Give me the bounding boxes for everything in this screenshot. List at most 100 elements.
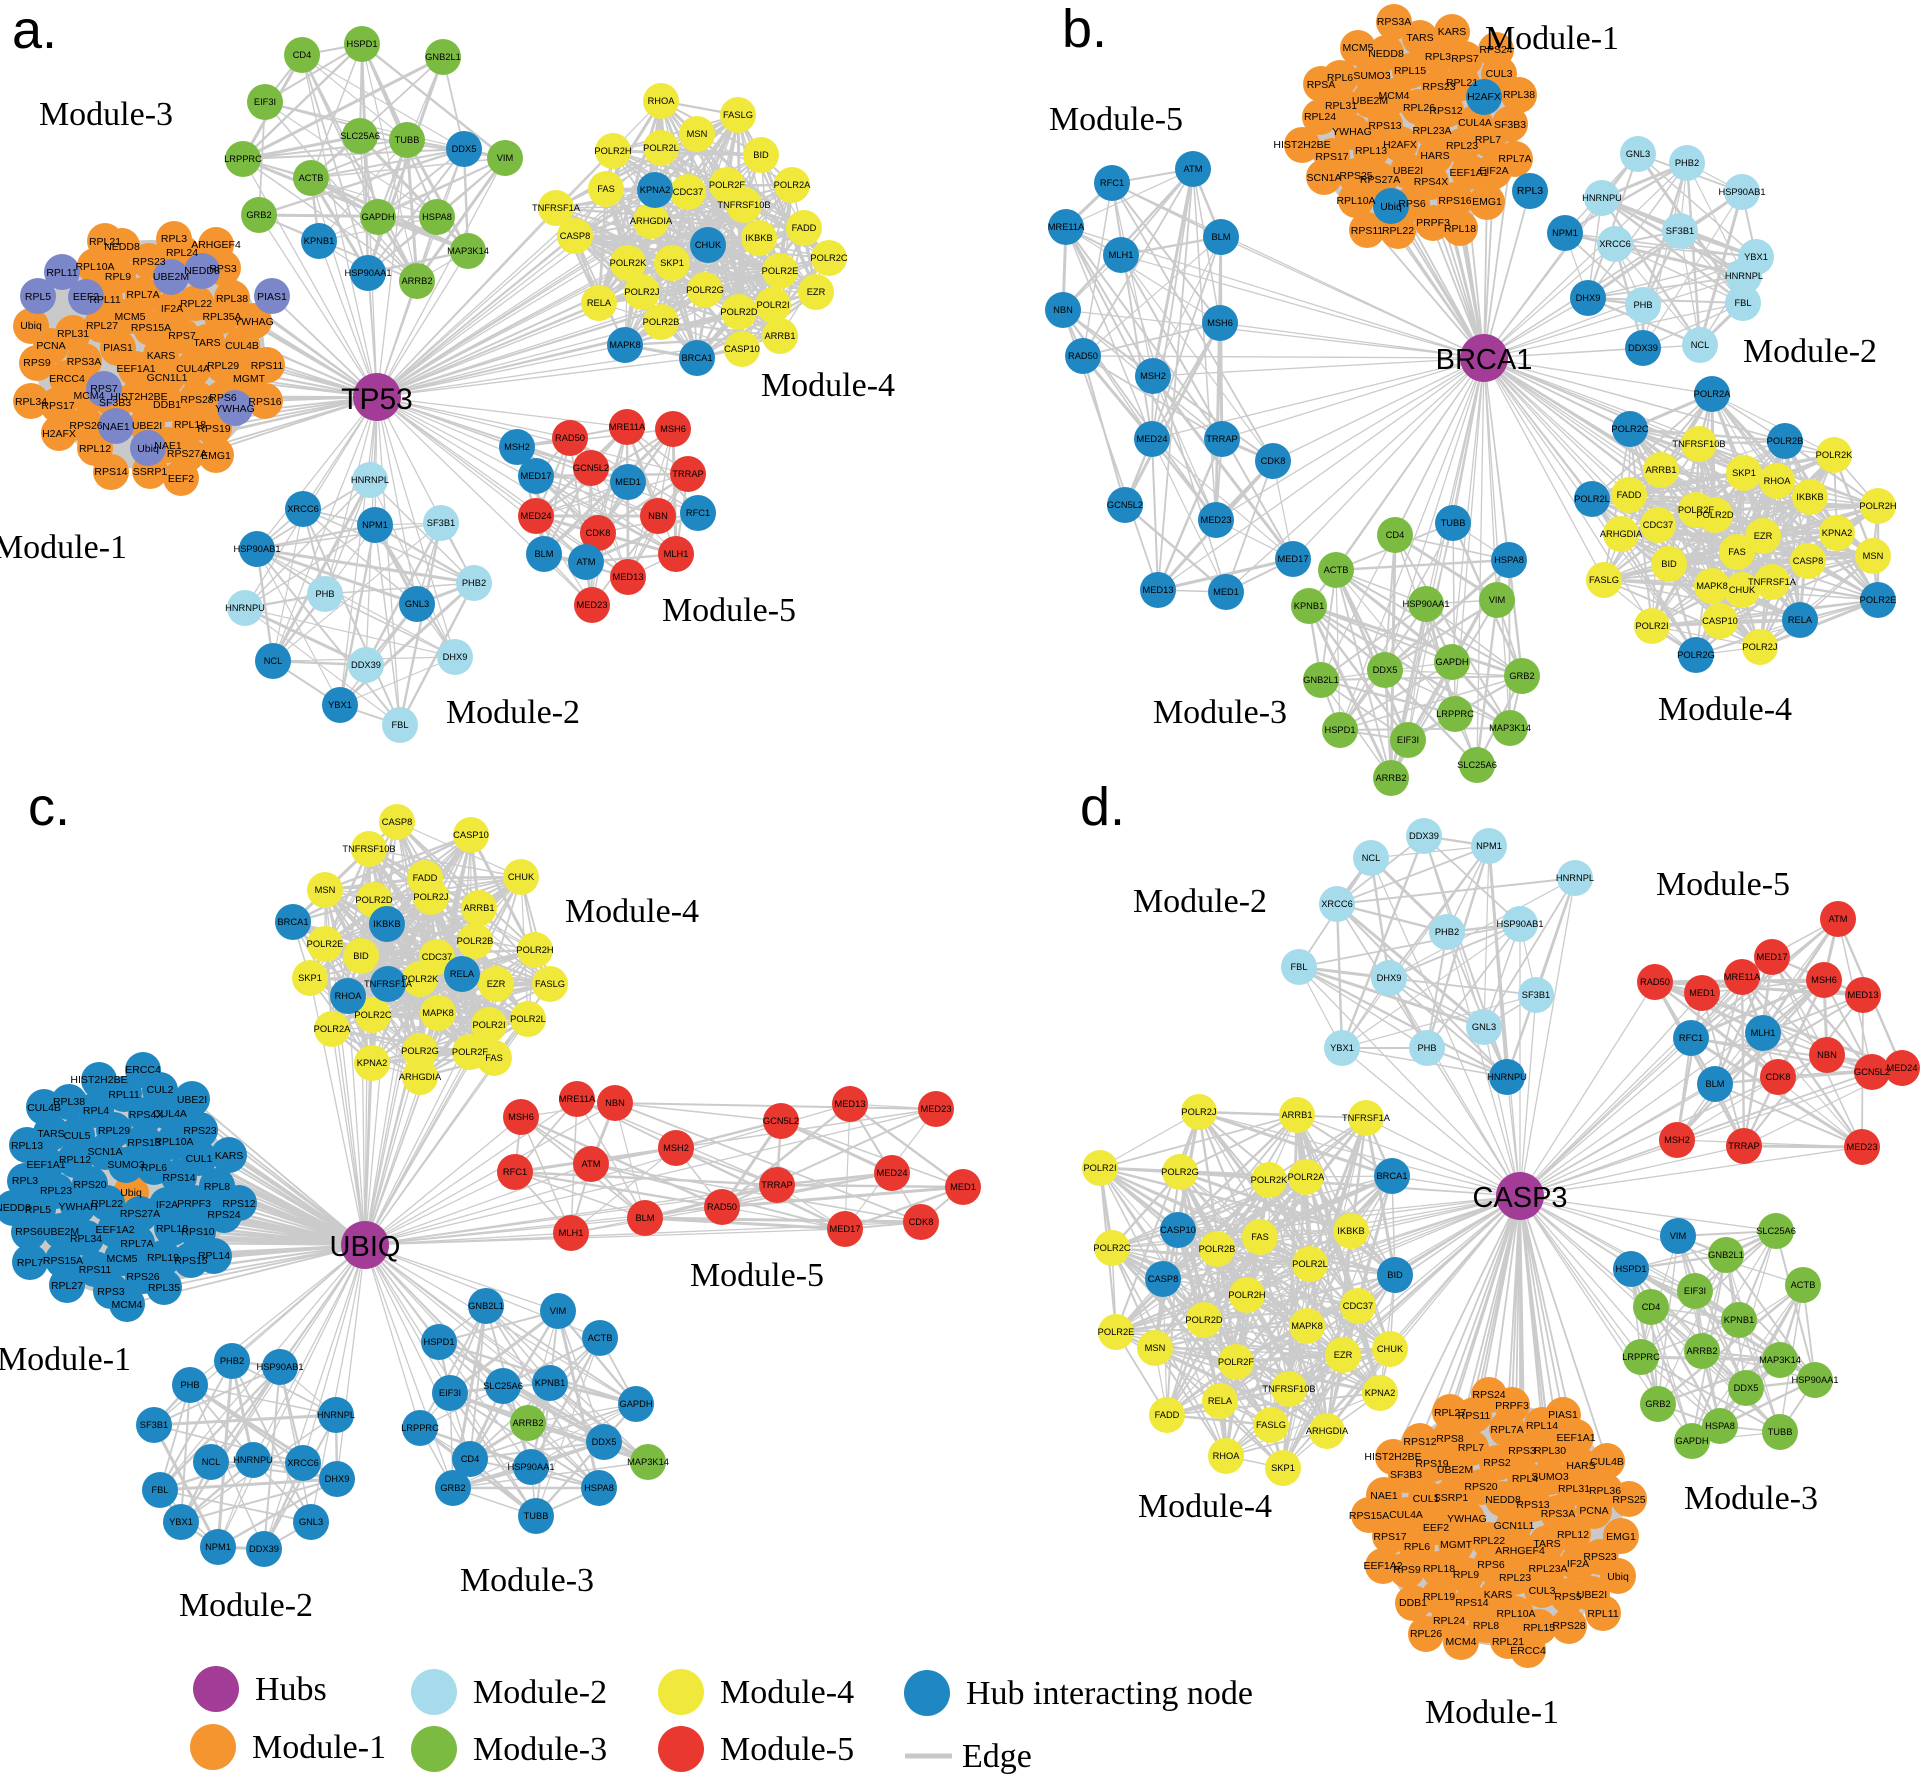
svg-text:RPSA: RPSA (1307, 79, 1336, 91)
svg-text:Edge: Edge (962, 1738, 1032, 1775)
svg-text:GNB2L1: GNB2L1 (1708, 1250, 1744, 1260)
svg-text:RPS3A: RPS3A (1541, 1508, 1575, 1520)
svg-text:POLR2K: POLR2K (1816, 450, 1853, 460)
svg-text:Module-1: Module-1 (0, 529, 127, 566)
svg-text:RPS24: RPS24 (1472, 1389, 1505, 1401)
svg-text:RPL31: RPL31 (57, 328, 89, 340)
svg-text:CASP10: CASP10 (1160, 1225, 1196, 1235)
svg-text:EZR: EZR (487, 979, 506, 989)
svg-text:DHX9: DHX9 (1377, 973, 1402, 983)
svg-text:POLR2C: POLR2C (1611, 424, 1648, 434)
svg-text:HNRNPU: HNRNPU (233, 1455, 273, 1465)
svg-text:CUL4A: CUL4A (1458, 117, 1492, 129)
svg-text:ARRB2: ARRB2 (401, 276, 432, 286)
svg-text:RAD50: RAD50 (1640, 977, 1670, 987)
svg-text:RPS7: RPS7 (90, 383, 118, 395)
svg-text:SF3B1: SF3B1 (427, 518, 455, 528)
svg-text:NCL: NCL (1362, 853, 1381, 863)
svg-text:CUL1: CUL1 (1413, 1493, 1440, 1505)
svg-text:PHB: PHB (1417, 1043, 1436, 1053)
svg-text:MSH2: MSH2 (663, 1143, 689, 1153)
svg-text:CDK8: CDK8 (1766, 1072, 1791, 1082)
svg-text:RPS13: RPS13 (1516, 1499, 1549, 1511)
svg-text:ACTB: ACTB (588, 1333, 613, 1343)
svg-text:CUL3: CUL3 (1486, 68, 1513, 80)
svg-text:Hubs: Hubs (255, 1671, 327, 1708)
svg-text:SLC25A6: SLC25A6 (1756, 1226, 1796, 1236)
svg-text:SF3B1: SF3B1 (1666, 226, 1694, 236)
svg-text:HNRNPL: HNRNPL (351, 475, 389, 485)
svg-text:RHOA: RHOA (1764, 476, 1792, 486)
svg-text:RPL5: RPL5 (25, 291, 51, 303)
svg-text:Ubiq: Ubiq (1607, 1571, 1629, 1583)
svg-text:ARRB1: ARRB1 (764, 331, 795, 341)
svg-text:EEF2: EEF2 (1423, 1522, 1449, 1534)
svg-text:YWHAG: YWHAG (234, 316, 274, 328)
svg-text:RPS13: RPS13 (1368, 120, 1401, 132)
svg-text:SSRP1: SSRP1 (1434, 1492, 1469, 1504)
svg-text:CUL4B: CUL4B (225, 340, 259, 352)
svg-text:Ubiq: Ubiq (120, 1187, 142, 1199)
svg-text:YWHAG: YWHAG (1332, 126, 1372, 138)
svg-text:KARS: KARS (147, 350, 176, 362)
svg-text:MED17: MED17 (520, 471, 551, 481)
svg-text:BID: BID (1661, 559, 1677, 569)
svg-text:TNFRSF1A: TNFRSF1A (1342, 1113, 1391, 1123)
svg-text:NAE1: NAE1 (1370, 1490, 1398, 1502)
svg-text:MRE11A: MRE11A (609, 422, 646, 432)
svg-text:RHOA: RHOA (648, 96, 676, 106)
svg-text:ARRB2: ARRB2 (512, 1418, 543, 1428)
svg-text:Ubiq: Ubiq (1380, 201, 1402, 213)
svg-text:NBN: NBN (1053, 305, 1073, 315)
svg-text:RPS15A: RPS15A (131, 322, 171, 334)
svg-text:GCN1L1: GCN1L1 (147, 372, 188, 384)
svg-text:CASP10: CASP10 (453, 830, 489, 840)
svg-text:PRPF3: PRPF3 (1416, 217, 1450, 229)
svg-text:TNFRSF10B: TNFRSF10B (717, 200, 770, 210)
svg-text:PHB: PHB (315, 589, 334, 599)
svg-text:SSRP1: SSRP1 (133, 466, 168, 478)
svg-text:TARS: TARS (1406, 32, 1433, 44)
svg-text:EEF1A2: EEF1A2 (1363, 1560, 1402, 1572)
svg-text:IKBKB: IKBKB (1337, 1226, 1364, 1236)
svg-text:Module-3: Module-3 (1684, 1480, 1818, 1517)
svg-text:MCM4: MCM4 (74, 390, 105, 402)
svg-text:RPL29: RPL29 (207, 360, 239, 372)
svg-text:DDB1: DDB1 (1399, 1597, 1427, 1609)
svg-text:CUL4B: CUL4B (27, 1102, 61, 1114)
svg-text:LRPPRC: LRPPRC (401, 1423, 439, 1433)
svg-text:PCNA: PCNA (36, 340, 65, 352)
svg-text:UBE2M: UBE2M (153, 271, 189, 283)
svg-text:POLR2F: POLR2F (452, 1047, 488, 1057)
svg-text:POLR2L: POLR2L (643, 143, 679, 153)
svg-text:RPS19: RPS19 (197, 423, 230, 435)
svg-text:YBX1: YBX1 (1330, 1043, 1354, 1053)
svg-text:DHX9: DHX9 (325, 1474, 350, 1484)
svg-text:ARHGEF4: ARHGEF4 (1495, 1545, 1545, 1557)
svg-text:DDX5: DDX5 (1373, 665, 1398, 675)
svg-text:ACTB: ACTB (1791, 1280, 1816, 1290)
svg-text:IKBKB: IKBKB (373, 919, 400, 929)
svg-text:TNFRSF1A: TNFRSF1A (1748, 577, 1797, 587)
svg-text:FASLG: FASLG (1256, 1420, 1286, 1430)
svg-text:EEF2: EEF2 (73, 291, 99, 303)
svg-text:RPL19: RPL19 (1423, 1591, 1455, 1603)
svg-text:MAP3K14: MAP3K14 (1759, 1355, 1801, 1365)
svg-text:CD4: CD4 (1642, 1302, 1661, 1312)
svg-text:PHB2: PHB2 (1435, 927, 1459, 937)
svg-text:NPM1: NPM1 (1476, 841, 1502, 851)
svg-text:CUL4A: CUL4A (1389, 1509, 1423, 1521)
svg-text:POLR2F: POLR2F (1678, 505, 1714, 515)
svg-text:ERCC4: ERCC4 (49, 373, 85, 385)
svg-text:HNRNPL: HNRNPL (317, 1410, 355, 1420)
svg-text:CASP8: CASP8 (382, 817, 413, 827)
svg-text:DDB1: DDB1 (153, 399, 181, 411)
svg-text:RPL11: RPL11 (108, 1089, 139, 1101)
svg-text:Module-1: Module-1 (1485, 20, 1619, 57)
svg-text:GRB2: GRB2 (1509, 671, 1534, 681)
svg-text:CUL4B: CUL4B (1590, 1456, 1624, 1468)
svg-text:RPS6: RPS6 (1477, 1559, 1505, 1571)
svg-text:POLR2A: POLR2A (774, 180, 811, 190)
svg-text:PRPF3: PRPF3 (177, 1198, 211, 1210)
svg-text:RPL36: RPL36 (1589, 1485, 1621, 1497)
